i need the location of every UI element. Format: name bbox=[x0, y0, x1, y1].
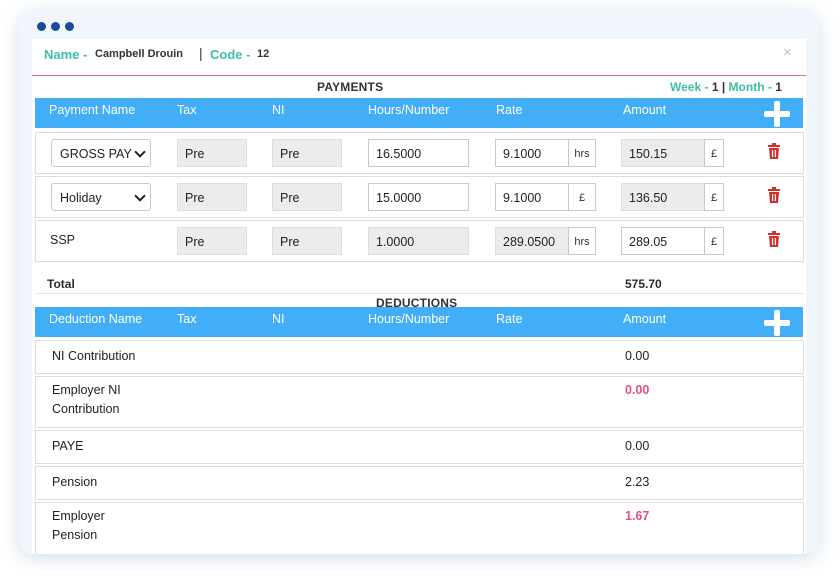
column-header-amount: Amount bbox=[623, 103, 667, 117]
chevron-down-icon bbox=[134, 146, 146, 158]
payment-name-text: SSP bbox=[50, 233, 76, 247]
payment-type-value: GROSS PAY bbox=[60, 147, 132, 161]
tax-field: Pre bbox=[177, 227, 247, 255]
name-label: Name - bbox=[44, 47, 88, 62]
amount-field: 136.50 bbox=[621, 183, 705, 211]
add-payment-plus-icon[interactable] bbox=[764, 101, 790, 127]
column-header-hours: Hours/Number bbox=[368, 312, 450, 326]
column-header-amount: Amount bbox=[623, 312, 667, 326]
column-header-hours: Hours/Number bbox=[368, 103, 450, 117]
amount-unit: £ bbox=[704, 183, 724, 211]
window-dot bbox=[51, 22, 60, 31]
employee-code: 12 bbox=[257, 48, 270, 60]
column-header-ni: NI bbox=[272, 103, 285, 117]
amount-input[interactable]: 289.05 bbox=[621, 227, 705, 255]
ni-field: Pre bbox=[272, 139, 342, 167]
payment-row: SSP Pre Pre 1.0000 289.0500 hrs 289.05 £ bbox=[35, 220, 804, 262]
column-header-tax: Tax bbox=[177, 312, 197, 326]
month-value: 1 bbox=[775, 80, 782, 94]
payments-total-value: 575.70 bbox=[625, 277, 662, 291]
hours-input[interactable]: 15.0000 bbox=[368, 183, 469, 211]
column-header-payment-name: Payment Name bbox=[49, 103, 136, 117]
week-label: Week - bbox=[670, 80, 709, 94]
deduction-name-line2: Pension bbox=[52, 528, 98, 542]
deductions-header-bar: Deduction Name Tax NI Hours/Number Rate … bbox=[35, 307, 803, 337]
payments-title: PAYMENTS bbox=[317, 80, 384, 94]
period-separator: | bbox=[721, 80, 726, 94]
hours-field: 1.0000 bbox=[368, 227, 469, 255]
deduction-row: Employer NI Contribution 0.00 bbox=[35, 376, 804, 428]
week-value: 1 bbox=[711, 80, 719, 94]
rate-input[interactable]: 9.1000 bbox=[495, 183, 569, 211]
deduction-amount: 0.00 bbox=[625, 349, 650, 363]
employer-deduction-amount: 0.00 bbox=[625, 383, 650, 397]
deduction-row: PAYE 0.00 bbox=[35, 430, 804, 464]
payment-row: GROSS PAY Pre Pre 16.5000 9.1000 hrs 150… bbox=[35, 132, 804, 174]
deduction-row: Pension 2.23 bbox=[35, 466, 804, 500]
delete-trash-icon[interactable] bbox=[767, 187, 781, 203]
amount-unit: £ bbox=[704, 227, 724, 255]
delete-trash-icon[interactable] bbox=[767, 231, 781, 247]
deductions-title: DEDUCTIONS bbox=[376, 296, 458, 310]
window-dot bbox=[37, 22, 46, 31]
delete-trash-icon[interactable] bbox=[767, 143, 781, 159]
column-header-ni: NI bbox=[272, 312, 285, 326]
payment-type-select[interactable]: GROSS PAY bbox=[51, 139, 151, 167]
tax-field: Pre bbox=[177, 183, 247, 211]
add-deduction-plus-icon[interactable] bbox=[764, 310, 790, 336]
deduction-amount: 0.00 bbox=[625, 439, 650, 453]
employer-deduction-amount: 1.67 bbox=[625, 509, 650, 523]
column-header-rate: Rate bbox=[496, 312, 523, 326]
ni-field: Pre bbox=[272, 183, 342, 211]
payment-type-value: Holiday bbox=[60, 191, 102, 205]
deduction-row: Employer Pension 1.67 bbox=[35, 502, 804, 554]
header-divider bbox=[32, 75, 806, 76]
month-label: Month - bbox=[728, 80, 772, 94]
deduction-row: NI Contribution 0.00 bbox=[35, 340, 804, 374]
payments-header-bar: Payment Name Tax NI Hours/Number Rate Am… bbox=[35, 98, 803, 128]
rate-unit: £ bbox=[568, 183, 596, 211]
amount-unit: £ bbox=[704, 139, 724, 167]
payment-row: Holiday Pre Pre 15.0000 9.1000 £ 136.50 … bbox=[35, 176, 804, 218]
app-window: Name - Campbell Drouin | Code - 12 × PAY… bbox=[19, 10, 819, 554]
rate-unit: hrs bbox=[568, 227, 596, 255]
pay-period: Week - 1 | Month - 1 bbox=[670, 80, 782, 94]
column-header-deduction-name: Deduction Name bbox=[49, 312, 143, 326]
employee-header: Name - Campbell Drouin | Code - 12 × bbox=[32, 39, 806, 75]
employee-name: Campbell Drouin bbox=[95, 48, 184, 60]
payslip-panel: Name - Campbell Drouin | Code - 12 × PAY… bbox=[32, 39, 806, 554]
rate-input[interactable]: 9.1000 bbox=[495, 139, 569, 167]
rate-field: 289.0500 bbox=[495, 227, 569, 255]
column-header-tax: Tax bbox=[177, 103, 197, 117]
code-label: Code - bbox=[210, 47, 251, 62]
total-divider bbox=[35, 293, 803, 294]
tax-field: Pre bbox=[177, 139, 247, 167]
payments-total-label: Total bbox=[47, 277, 75, 291]
column-header-rate: Rate bbox=[496, 103, 523, 117]
deduction-name-line1: Employer bbox=[52, 509, 105, 523]
amount-field: 150.15 bbox=[621, 139, 705, 167]
deduction-amount: 2.23 bbox=[625, 475, 650, 489]
window-controls bbox=[37, 22, 74, 31]
window-dot bbox=[65, 22, 74, 31]
hours-input[interactable]: 16.5000 bbox=[368, 139, 469, 167]
chevron-down-icon bbox=[134, 190, 146, 202]
ni-field: Pre bbox=[272, 227, 342, 255]
payment-type-select[interactable]: Holiday bbox=[51, 183, 151, 211]
deduction-name-line2: Contribution bbox=[52, 402, 120, 416]
rate-unit: hrs bbox=[568, 139, 596, 167]
deduction-name-line1: Employer NI bbox=[52, 383, 121, 397]
close-icon[interactable]: × bbox=[783, 44, 792, 61]
deduction-name: PAYE bbox=[52, 439, 84, 453]
deduction-name: NI Contribution bbox=[52, 349, 136, 363]
header-separator: | bbox=[199, 45, 203, 61]
deduction-name: Pension bbox=[52, 475, 98, 489]
